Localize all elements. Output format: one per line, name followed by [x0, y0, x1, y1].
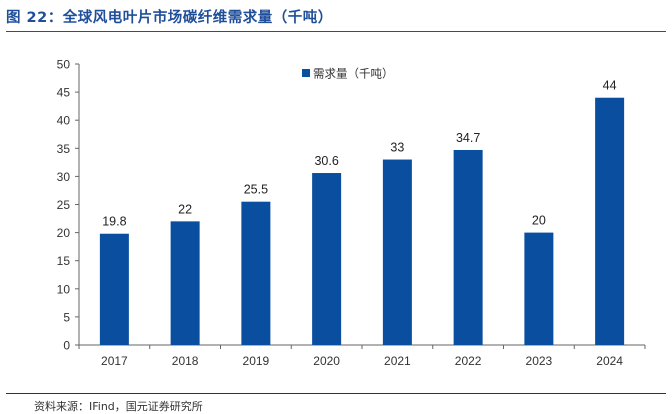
y-tick-label: 10 — [57, 282, 71, 296]
bar-2018 — [170, 221, 200, 345]
y-tick-label: 15 — [57, 254, 71, 268]
y-tick-label: 35 — [57, 142, 71, 156]
source-note: 资料来源：IFind，国元证券研究所 — [34, 400, 203, 413]
bar-2024 — [595, 97, 625, 345]
bar-2022 — [453, 149, 483, 345]
figure-title: 图 22：全球风电叶片市场碳纤维需求量（千吨） — [6, 10, 333, 26]
footer-divider — [6, 393, 666, 394]
y-axis: 0 5 10 15 20 25 30 35 40 45 50 — [57, 58, 80, 353]
y-tick-label: 5 — [63, 310, 70, 324]
x-tick-label: 2022 — [455, 354, 482, 368]
bar-2017 — [99, 233, 129, 345]
bar-2019 — [241, 201, 271, 345]
x-tick-label: 2017 — [101, 354, 128, 368]
y-tick-label: 0 — [63, 339, 70, 353]
x-tick-label: 2020 — [313, 354, 340, 368]
legend-swatch — [302, 69, 310, 77]
bars — [99, 97, 625, 345]
x-tick-label: 2021 — [384, 354, 411, 368]
y-tick-label: 25 — [57, 198, 71, 212]
title-divider — [6, 31, 666, 32]
data-label: 34.7 — [456, 131, 480, 145]
x-tick-label: 2018 — [172, 354, 199, 368]
y-tick-label: 20 — [57, 226, 71, 240]
y-tick-label: 45 — [57, 86, 71, 100]
y-tick-label: 50 — [57, 58, 71, 72]
y-tick-label: 40 — [57, 114, 71, 128]
data-label: 22 — [178, 202, 192, 216]
data-label: 20 — [532, 214, 546, 228]
bar-2021 — [382, 159, 412, 345]
data-labels: 19.8 22 25.5 30.6 33 34.7 20 44 — [102, 79, 616, 229]
y-tick-label: 30 — [57, 170, 71, 184]
data-label: 33 — [390, 141, 404, 155]
data-label: 30.6 — [314, 154, 338, 168]
data-label: 25.5 — [244, 183, 268, 197]
x-axis: 2017 2018 2019 2020 2021 2022 2023 2024 — [78, 344, 646, 368]
bar-2023 — [524, 232, 554, 345]
legend: 需求量（千吨） — [302, 67, 394, 81]
data-label: 44 — [603, 79, 617, 93]
x-tick-label: 2019 — [243, 354, 270, 368]
x-tick-label: 2024 — [596, 354, 623, 368]
bar-2020 — [312, 173, 342, 345]
legend-label: 需求量（千吨） — [313, 67, 394, 81]
x-tick-label: 2023 — [526, 354, 553, 368]
data-label: 19.8 — [102, 215, 126, 229]
